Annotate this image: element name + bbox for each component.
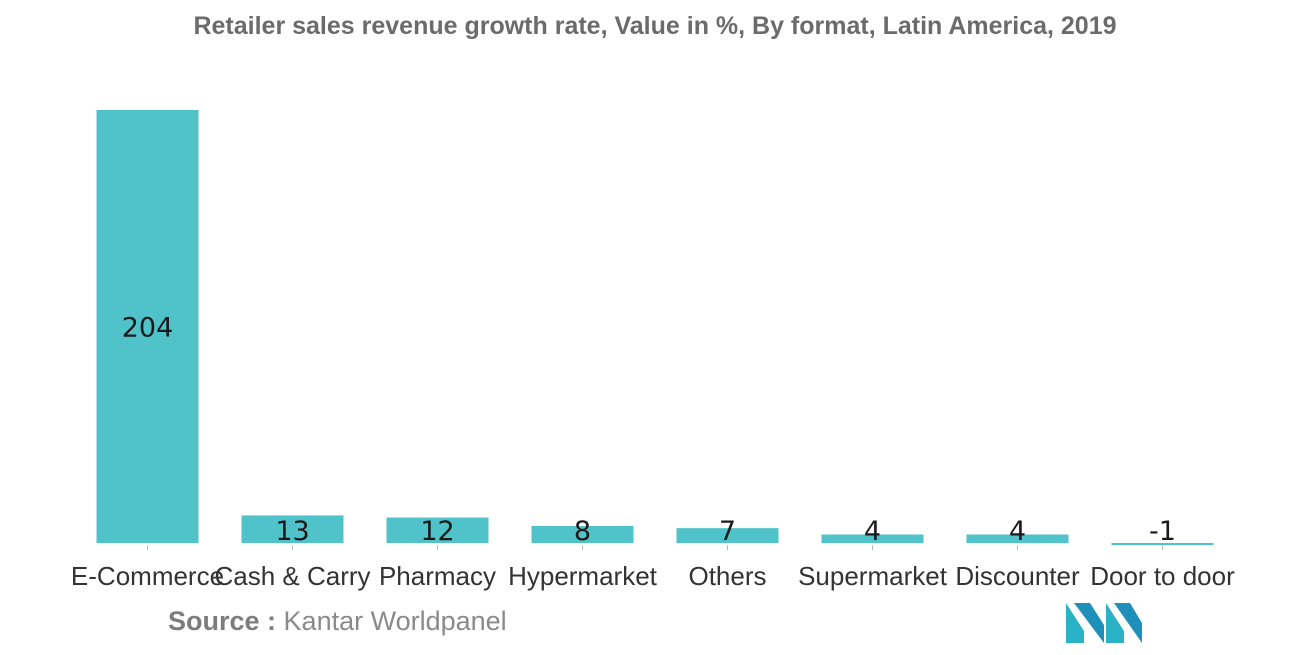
data-label: 13 [275,516,309,547]
x-tick-label: Discounter [955,561,1080,591]
data-label: 204 [122,313,174,344]
x-tick-label: Pharmacy [379,561,496,591]
x-tick-label: Cash & Carry [214,561,370,591]
source-note: Source : Kantar Worldpanel [168,606,507,637]
bar-e-commerce [96,110,199,543]
bar-hypermarket [531,526,634,543]
chart-title: Retailer sales revenue growth rate, Valu… [193,12,1117,40]
bar-cash-carry [241,515,344,543]
x-tick-label: Others [688,561,766,591]
data-label: 8 [574,516,591,547]
x-tick-label: Door to door [1090,561,1235,591]
source-label: Source : [168,606,277,636]
brand-logo-icon [1066,603,1142,643]
bar-supermarket [821,534,924,543]
data-label: -1 [1149,516,1176,547]
bar-door-to-door [1111,543,1214,546]
source-text: Kantar Worldpanel [283,606,507,636]
data-label: 4 [1009,516,1026,547]
x-tick-label: Hypermarket [508,561,658,591]
data-label: 12 [420,516,454,547]
x-tick-label: E-Commerce [71,561,224,591]
bar-pharmacy [386,517,489,543]
bar-discounter [966,534,1069,543]
x-tick-label: Supermarket [798,561,948,591]
data-label: 7 [719,516,736,547]
bar-others [676,528,779,543]
data-label: 4 [864,516,881,547]
